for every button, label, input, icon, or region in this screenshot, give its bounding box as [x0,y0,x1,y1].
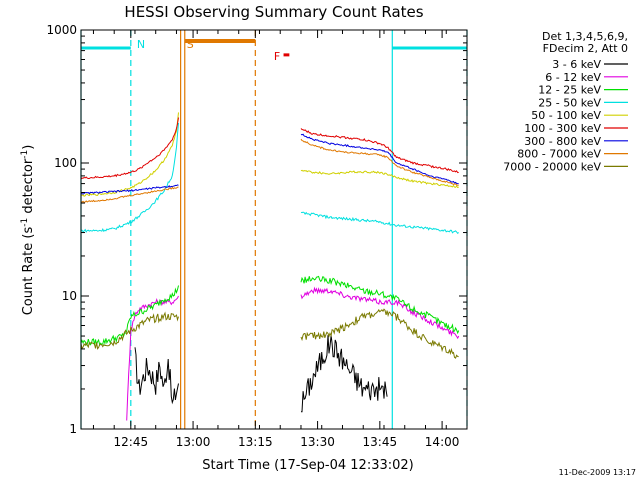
plot-frame [80,29,468,430]
y-tick-label: 100 [54,156,77,170]
series-25-50-keV-segment-2 [300,211,460,235]
y-axis-label-main: Count Rate (s [21,227,36,316]
legend-label: 800 - 7000 keV [517,148,601,161]
x-axis-label: Start Time (17-Sep-04 12:33:02) [202,458,413,473]
annotation-f: F [274,50,280,63]
legend-label: 12 - 25 keV [538,84,601,97]
legend-label: 6 - 12 keV [545,71,601,84]
series-100-300-keV-segment-2 [300,128,459,174]
footer-date: 11-Dec-2009 13:17 [559,468,636,477]
y-tick-label: 1000 [46,23,77,37]
chart-title: HESSI Observing Summary Count Rates [124,3,423,21]
x-tick-label: 13:15 [238,435,273,449]
annotation-s: S [187,38,194,51]
series-800-7000-keV-segment-1 [80,186,179,203]
x-tick-label: 13:30 [300,435,335,449]
series-6-12-keV-segment-1 [126,295,179,421]
series-layer [80,112,460,421]
legend-label: 50 - 100 keV [531,109,601,122]
series-50-100-keV-segment-1 [80,112,179,197]
legend: Det 1,3,4,5,6,9, FDecim 2, Att 0 3 - 6 k… [503,30,628,173]
x-tick-label: 12:45 [114,435,149,449]
annotation-n: N [137,38,145,51]
x-tick-label: 13:45 [363,435,398,449]
legend-label: 7000 - 20000 keV [503,160,601,173]
legend-label: 3 - 6 keV [552,58,601,71]
series-12-25-keV-segment-2 [300,275,460,335]
legend-label: 300 - 800 keV [524,135,601,148]
legend-label: 25 - 50 keV [538,96,601,109]
legend-header-line-1: Det 1,3,4,5,6,9, [542,30,628,43]
y-axis-label-mid: detector [21,158,36,218]
y-axis-label-end: ) [21,145,36,150]
series-300-800-keV-segment-2 [300,133,459,185]
series-100-300-keV-segment-1 [80,117,179,180]
y-axis-label-sup1: -1 [20,218,30,227]
y-axis-label-sup2: -1 [20,150,30,159]
series-300-800-keV-segment-1 [80,184,179,195]
x-tick-label: 13:00 [176,435,211,449]
annotation-layer: N SF [137,38,280,63]
series-25-50-keV-segment-1 [80,122,179,233]
series-6-12-keV-segment-2 [300,286,460,340]
series-7000-20000-keV-segment-1 [80,311,179,350]
legend-label: 100 - 300 keV [524,122,601,135]
series-50-100-keV-segment-2 [300,169,459,189]
y-axis-label: Count Rate (s-1 detector-1) [20,145,36,316]
legend-header-line-2: FDecim 2, Att 0 [543,42,628,55]
x-tick-label: 14:00 [425,435,460,449]
axis-layer: 12:45 13:00 13:15 13:30 13:45 14:00 1 10 100 1000 [46,23,467,449]
series-3-6-keV-segment-1 [134,347,179,405]
y-tick-label: 10 [62,289,77,303]
y-tick-label: 1 [69,422,77,436]
series-800-7000-keV-segment-2 [300,138,459,186]
series-12-25-keV-segment-1 [80,285,179,347]
series-7000-20000-keV-segment-2 [300,308,459,359]
